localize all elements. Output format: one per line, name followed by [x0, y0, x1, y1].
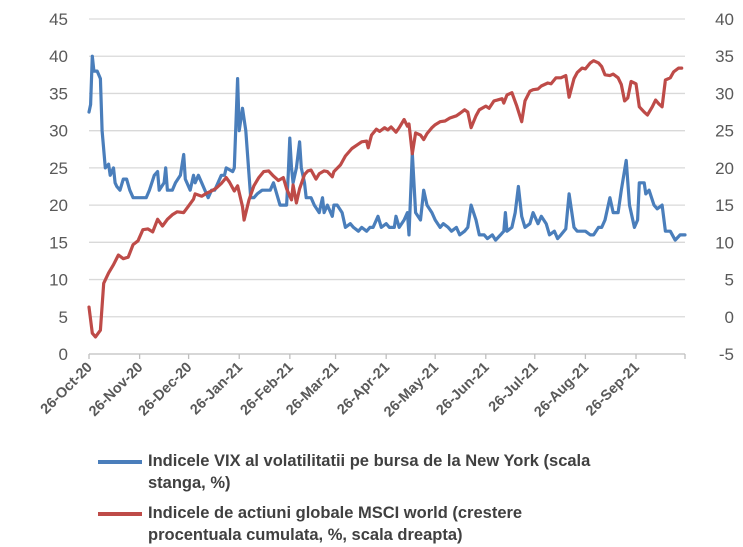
legend-swatch-msci: [98, 512, 142, 516]
y-right-tick-label: 25: [715, 122, 734, 141]
y-left-tick-label: 30: [49, 122, 68, 141]
y-left-tick-label: 40: [49, 47, 68, 66]
x-tick-label: 26-Jun-21: [433, 360, 492, 419]
legend-item-msci: Indicele de actiuni globale MSCI world (…: [98, 502, 608, 546]
x-tick-label: 26-Sep-21: [583, 360, 643, 420]
y-left-tick-label: 0: [59, 345, 68, 364]
legend-swatch-vix: [98, 460, 142, 464]
y-left-tick-label: 45: [49, 10, 68, 29]
y-left-tick-label: 15: [49, 233, 68, 252]
y-right-tick-label: 35: [715, 47, 734, 66]
series-line-vix: [87, 54, 687, 242]
y-right-tick-label: 10: [715, 233, 734, 252]
x-tick-label: 26-Aug-21: [531, 360, 592, 421]
y-left-tick-label: 20: [49, 196, 68, 215]
y-left-tick-label: 5: [59, 308, 68, 327]
y-right-tick-label: 15: [715, 196, 734, 215]
y-left-tick-label: 25: [49, 159, 68, 178]
legend-item-vix: Indicele VIX al volatilitatii pe bursa d…: [98, 450, 608, 494]
y-left-tick-label: 10: [49, 271, 68, 290]
legend-label-vix: Indicele VIX al volatilitatii pe bursa d…: [148, 452, 591, 492]
y-right-tick-label: 0: [725, 308, 734, 327]
x-tick-label: 26-Dec-20: [136, 360, 196, 420]
y-right-tick-label: 30: [715, 84, 734, 103]
y-right-tick-label: 5: [725, 271, 734, 290]
x-tick-label: 26-Jan-21: [187, 360, 246, 419]
y-left-tick-label: 35: [49, 84, 68, 103]
series-line-msci: [87, 59, 684, 339]
y-right-tick-label: 20: [715, 159, 734, 178]
y-right-tick-label: -5: [719, 345, 734, 364]
legend-label-msci: Indicele de actiuni globale MSCI world (…: [148, 504, 523, 544]
y-right-tick-label: 40: [715, 10, 734, 29]
